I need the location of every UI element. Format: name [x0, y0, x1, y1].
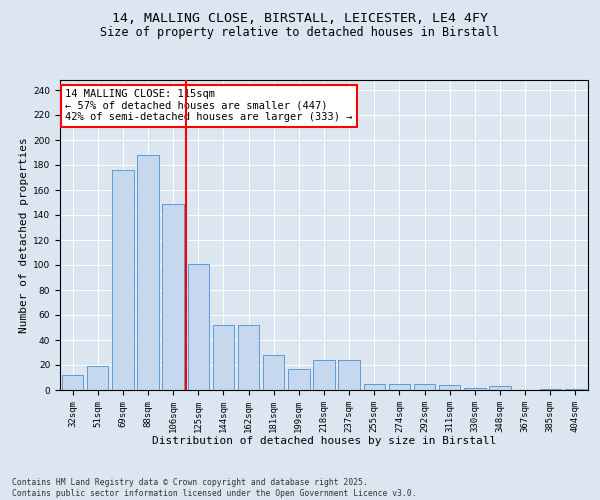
Text: 14, MALLING CLOSE, BIRSTALL, LEICESTER, LE4 4FY: 14, MALLING CLOSE, BIRSTALL, LEICESTER, … — [112, 12, 488, 26]
Text: Size of property relative to detached houses in Birstall: Size of property relative to detached ho… — [101, 26, 499, 39]
Bar — [389, 384, 410, 390]
Bar — [565, 389, 586, 390]
Bar — [112, 170, 134, 390]
Bar — [414, 384, 435, 390]
Y-axis label: Number of detached properties: Number of detached properties — [19, 137, 29, 333]
Bar — [263, 355, 284, 390]
Bar — [213, 325, 234, 390]
Bar — [163, 204, 184, 390]
Text: Contains HM Land Registry data © Crown copyright and database right 2025.
Contai: Contains HM Land Registry data © Crown c… — [12, 478, 416, 498]
Bar — [338, 360, 360, 390]
Bar — [288, 369, 310, 390]
Bar — [364, 384, 385, 390]
X-axis label: Distribution of detached houses by size in Birstall: Distribution of detached houses by size … — [152, 436, 496, 446]
Bar — [238, 325, 259, 390]
Bar — [188, 264, 209, 390]
Bar — [539, 389, 561, 390]
Bar — [137, 155, 158, 390]
Text: 14 MALLING CLOSE: 115sqm
← 57% of detached houses are smaller (447)
42% of semi-: 14 MALLING CLOSE: 115sqm ← 57% of detach… — [65, 90, 353, 122]
Bar — [313, 360, 335, 390]
Bar — [490, 386, 511, 390]
Bar — [439, 385, 460, 390]
Bar — [464, 388, 485, 390]
Bar — [87, 366, 109, 390]
Bar — [62, 375, 83, 390]
